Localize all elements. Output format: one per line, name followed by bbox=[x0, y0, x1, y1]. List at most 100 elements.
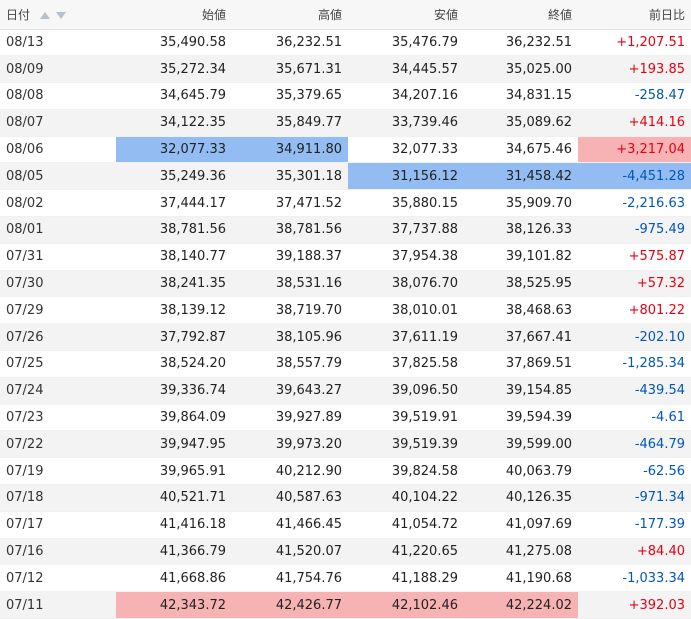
cell-close: 41,097.69 bbox=[464, 511, 578, 539]
cell-high: 39,188.37 bbox=[232, 243, 348, 271]
cell-close: 39,154.85 bbox=[464, 377, 578, 405]
column-header-open[interactable]: 始値 bbox=[116, 0, 232, 30]
cell-open: 38,140.77 bbox=[116, 243, 232, 271]
cell-change: -4.61 bbox=[578, 404, 691, 432]
cell-low: 37,954.38 bbox=[348, 243, 464, 271]
cell-open: 34,645.79 bbox=[116, 82, 232, 110]
cell-open: 37,792.87 bbox=[116, 323, 232, 352]
cell-low: 39,096.50 bbox=[348, 377, 464, 405]
cell-date: 07/22 bbox=[0, 430, 116, 459]
cell-low: 37,737.88 bbox=[348, 216, 464, 244]
table-row: 07/31 38,140.77 39,188.37 37,954.38 39,101.8… bbox=[0, 243, 691, 271]
table-header-row: 日付 始値 高値 安値 終値 前日比 bbox=[0, 0, 691, 30]
cell-high: 38,557.79 bbox=[232, 350, 348, 378]
cell-open: 38,781.56 bbox=[116, 216, 232, 244]
cell-close: 37,667.41 bbox=[464, 323, 578, 352]
column-header-change[interactable]: 前日比 bbox=[578, 0, 691, 30]
column-header-date[interactable]: 日付 bbox=[0, 0, 116, 30]
column-header-date-label: 日付 bbox=[6, 7, 31, 22]
cell-high: 35,379.65 bbox=[232, 82, 348, 110]
cell-date: 07/26 bbox=[0, 323, 116, 352]
sort-descending-icon[interactable] bbox=[55, 12, 66, 20]
cell-close: 35,089.62 bbox=[464, 109, 578, 137]
table-row: 07/25 38,524.20 38,557.79 37,825.58 37,869.5… bbox=[0, 350, 691, 378]
cell-open: 39,864.09 bbox=[116, 404, 232, 432]
cell-change: -971.34 bbox=[578, 484, 691, 512]
cell-open: 38,241.35 bbox=[116, 270, 232, 298]
cell-close: 35,025.00 bbox=[464, 55, 578, 84]
table-row: 07/17 41,416.18 41,466.45 41,054.72 41,097.6… bbox=[0, 511, 691, 539]
table-row: 08/01 38,781.56 38,781.56 37,737.88 38,126.3… bbox=[0, 216, 691, 244]
cell-date: 07/29 bbox=[0, 296, 116, 325]
cell-high: 38,719.70 bbox=[232, 296, 348, 325]
column-header-low[interactable]: 安値 bbox=[348, 0, 464, 30]
table-row: 08/05 35,249.36 35,301.18 31,156.12 31,458.4… bbox=[0, 162, 691, 191]
table-row: 08/08 34,645.79 35,379.65 34,207.16 34,831.1… bbox=[0, 82, 691, 110]
cell-date: 07/11 bbox=[0, 591, 116, 619]
cell-low: 42,102.46 bbox=[348, 591, 464, 619]
cell-date: 08/01 bbox=[0, 216, 116, 244]
cell-low: 41,188.29 bbox=[348, 564, 464, 593]
cell-high: 38,105.96 bbox=[232, 323, 348, 352]
cell-low: 41,220.65 bbox=[348, 538, 464, 566]
cell-close: 39,101.82 bbox=[464, 243, 578, 271]
cell-high: 36,232.51 bbox=[232, 29, 348, 57]
cell-change: +193.85 bbox=[578, 55, 691, 84]
cell-change: -62.56 bbox=[578, 457, 691, 486]
cell-change: -1,033.34 bbox=[578, 564, 691, 593]
cell-high: 39,973.20 bbox=[232, 430, 348, 459]
cell-date: 08/09 bbox=[0, 55, 116, 84]
cell-change: +392.03 bbox=[578, 591, 691, 619]
cell-open: 32,077.33 bbox=[116, 136, 232, 164]
cell-close: 41,190.68 bbox=[464, 564, 578, 593]
cell-change: -177.39 bbox=[578, 511, 691, 539]
table-row: 07/30 38,241.35 38,531.16 38,076.70 38,525.9… bbox=[0, 270, 691, 298]
cell-high: 38,531.16 bbox=[232, 270, 348, 298]
table-row: 07/18 40,521.71 40,587.63 40,104.22 40,126.3… bbox=[0, 484, 691, 512]
cell-high: 41,520.07 bbox=[232, 538, 348, 566]
cell-open: 42,343.72 bbox=[116, 591, 232, 619]
cell-close: 38,126.33 bbox=[464, 216, 578, 244]
cell-low: 34,445.57 bbox=[348, 55, 464, 84]
cell-low: 38,076.70 bbox=[348, 270, 464, 298]
cell-high: 42,426.77 bbox=[232, 591, 348, 619]
cell-date: 07/30 bbox=[0, 270, 116, 298]
cell-close: 39,599.00 bbox=[464, 430, 578, 459]
cell-change: +3,217.04 bbox=[578, 136, 691, 164]
sort-ascending-icon[interactable] bbox=[39, 12, 50, 20]
table-row: 07/24 39,336.74 39,643.27 39,096.50 39,154.8… bbox=[0, 377, 691, 405]
cell-high: 40,212.90 bbox=[232, 457, 348, 486]
cell-open: 35,272.34 bbox=[116, 55, 232, 84]
column-header-high[interactable]: 高値 bbox=[232, 0, 348, 30]
cell-close: 37,869.51 bbox=[464, 350, 578, 378]
cell-high: 35,301.18 bbox=[232, 162, 348, 191]
cell-low: 37,611.19 bbox=[348, 323, 464, 352]
cell-close: 42,224.02 bbox=[464, 591, 578, 619]
cell-date: 07/23 bbox=[0, 404, 116, 432]
table-row: 07/16 41,366.79 41,520.07 41,220.65 41,275.0… bbox=[0, 538, 691, 566]
cell-close: 36,232.51 bbox=[464, 29, 578, 57]
cell-change: -464.79 bbox=[578, 430, 691, 459]
cell-low: 39,824.58 bbox=[348, 457, 464, 486]
cell-change: +84.40 bbox=[578, 538, 691, 566]
table-row: 07/12 41,668.86 41,754.76 41,188.29 41,190.6… bbox=[0, 564, 691, 593]
cell-change: -258.47 bbox=[578, 82, 691, 110]
cell-open: 39,965.91 bbox=[116, 457, 232, 486]
cell-low: 35,476.79 bbox=[348, 29, 464, 57]
table-row: 08/07 34,122.35 35,849.77 33,739.46 35,089.6… bbox=[0, 109, 691, 137]
cell-close: 41,275.08 bbox=[464, 538, 578, 566]
cell-high: 38,781.56 bbox=[232, 216, 348, 244]
cell-change: -439.54 bbox=[578, 377, 691, 405]
sort-toggle[interactable] bbox=[38, 8, 66, 22]
cell-open: 41,416.18 bbox=[116, 511, 232, 539]
table-row: 07/29 38,139.12 38,719.70 38,010.01 38,468.6… bbox=[0, 296, 691, 325]
cell-low: 39,519.39 bbox=[348, 430, 464, 459]
cell-date: 08/05 bbox=[0, 162, 116, 191]
cell-high: 34,911.80 bbox=[232, 136, 348, 164]
column-header-close[interactable]: 終値 bbox=[464, 0, 578, 30]
cell-close: 39,594.39 bbox=[464, 404, 578, 432]
cell-high: 41,754.76 bbox=[232, 564, 348, 593]
cell-date: 08/07 bbox=[0, 109, 116, 137]
table-body: 08/13 35,490.58 36,232.51 35,476.79 36,232.5… bbox=[0, 29, 691, 619]
table-row: 08/02 37,444.17 37,471.52 35,880.15 35,909.7… bbox=[0, 189, 691, 218]
